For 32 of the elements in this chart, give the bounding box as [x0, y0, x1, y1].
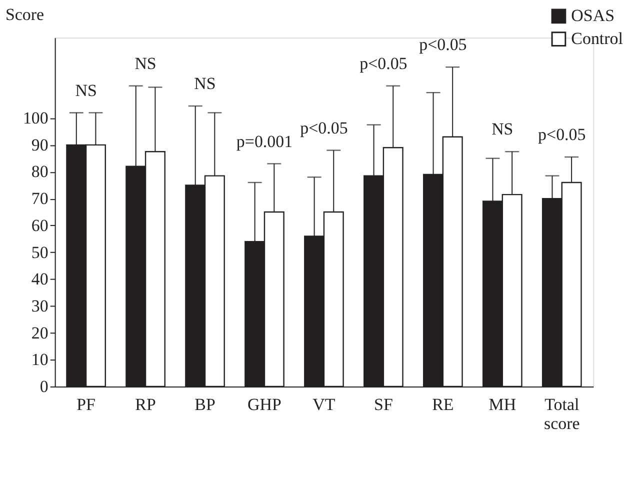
annotation: NS: [134, 54, 156, 73]
annotation: p<0.05: [360, 54, 408, 73]
annotation: NS: [194, 74, 216, 94]
y-tick-label: 40: [31, 270, 48, 289]
x-tick-label: PF: [76, 394, 96, 414]
y-tick-label: 50: [31, 242, 48, 262]
annotation: NS: [492, 120, 514, 139]
annotation: p=0.001: [236, 132, 293, 151]
x-tick-label: GHP: [248, 394, 282, 414]
y-tick-label: 30: [31, 296, 48, 316]
x-tick-label: SF: [374, 394, 393, 414]
legend-label: OSAS: [571, 6, 614, 26]
y-tick-label: 20: [31, 323, 48, 342]
legend-label: Control: [571, 29, 624, 48]
y-tick-label: 70: [31, 189, 48, 208]
y-tick-label: 0: [40, 376, 48, 396]
x-tick-label: RP: [135, 394, 156, 414]
y-tick-label: 10: [31, 350, 48, 370]
x-tick-label: RE: [432, 394, 454, 414]
x-tick-label: BP: [194, 394, 216, 414]
annotation: NS: [75, 80, 97, 100]
y-tick-label: 90: [31, 135, 48, 154]
annotation: p<0.05: [419, 35, 467, 54]
x-tick-label: Total score: [544, 394, 580, 433]
y-tick-label: 80: [31, 162, 48, 182]
x-tick-label: VT: [312, 394, 336, 414]
y-tick-label: 60: [31, 216, 48, 235]
y-axis-title: Score: [5, 5, 44, 24]
y-tick-label: 100: [22, 108, 48, 128]
x-tick-label: MH: [488, 394, 516, 414]
annotation: p<0.05: [538, 125, 586, 144]
annotation: p<0.05: [300, 118, 348, 138]
